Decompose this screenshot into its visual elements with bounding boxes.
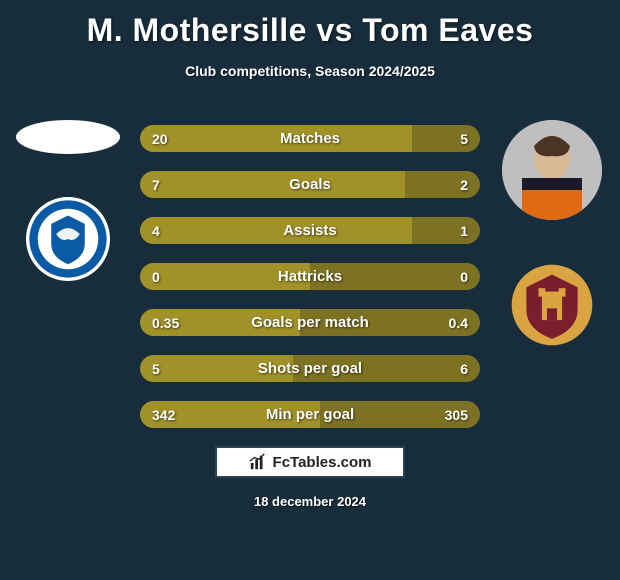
shield-icon (26, 197, 110, 281)
stat-bar-left (140, 355, 293, 382)
left-club-crest (18, 189, 118, 289)
person-icon (502, 120, 602, 220)
left-player-column (8, 120, 128, 324)
stat-bar-left (140, 171, 405, 198)
brand-badge: FcTables.com (215, 446, 405, 478)
page-title: M. Mothersille vs Tom Eaves (0, 0, 620, 49)
stat-bar-right (310, 263, 480, 290)
stat-row: Hattricks00 (140, 263, 480, 290)
right-club-crest (502, 255, 602, 355)
right-player-avatar (502, 120, 602, 220)
stat-bar-right (320, 401, 480, 428)
stat-row: Goals per match0.350.4 (140, 309, 480, 336)
stat-bar-right (412, 217, 480, 244)
stats-comparison-bars: Matches205 Goals72 Assists41 Hattricks00 Goa… (140, 125, 480, 447)
footer-date: 18 december 2024 (0, 494, 620, 509)
page-subtitle: Club competitions, Season 2024/2025 (0, 49, 620, 79)
stat-row: Assists41 (140, 217, 480, 244)
stat-bar-left (140, 401, 320, 428)
stat-row: Matches205 (140, 125, 480, 152)
stat-row: Goals72 (140, 171, 480, 198)
left-player-avatar-placeholder (16, 120, 120, 154)
stat-row: Shots per goal56 (140, 355, 480, 382)
stat-bar-left (140, 125, 412, 152)
shield-icon (510, 263, 594, 347)
stat-bar-right (405, 171, 480, 198)
stat-bar-right (293, 355, 480, 382)
stat-bar-right (412, 125, 480, 152)
right-player-column (492, 120, 612, 390)
brand-text: FcTables.com (273, 454, 372, 471)
chart-icon (249, 453, 267, 471)
stat-bar-left (140, 263, 310, 290)
stat-row: Min per goal342305 (140, 401, 480, 428)
stat-bar-left (140, 309, 300, 336)
stat-bar-right (300, 309, 480, 336)
stat-bar-left (140, 217, 412, 244)
